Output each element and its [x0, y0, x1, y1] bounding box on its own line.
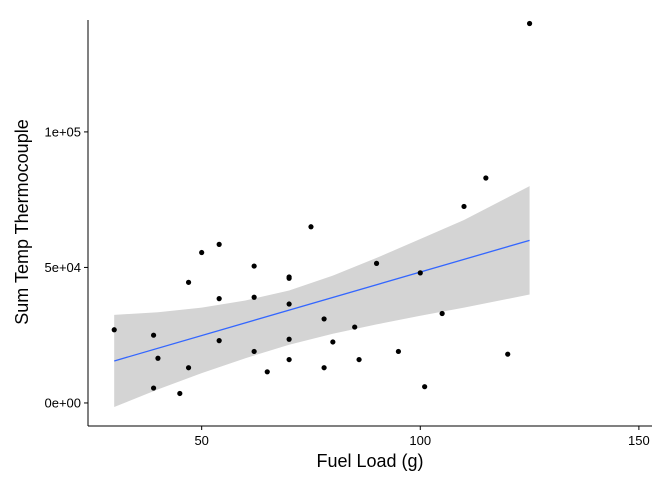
y-tick-label: 5e+04	[44, 260, 81, 275]
y-tick-label: 0e+00	[44, 395, 81, 410]
data-point	[155, 355, 161, 361]
data-point	[286, 336, 292, 342]
data-point	[286, 301, 292, 307]
data-point	[185, 279, 192, 285]
y-tick-label: 1e+05	[44, 124, 81, 139]
x-axis-title: Fuel Load (g)	[316, 451, 423, 471]
data-point	[505, 351, 511, 357]
data-point	[286, 275, 292, 281]
x-tick-label: 150	[628, 433, 650, 448]
data-point	[150, 332, 157, 338]
data-point	[177, 390, 183, 397]
data-point	[251, 348, 257, 355]
data-point	[373, 260, 380, 266]
data-point	[352, 324, 358, 330]
y-axis-title: Sum Temp Thermocouple	[12, 119, 32, 324]
data-point	[251, 263, 257, 269]
data-point	[321, 365, 327, 371]
x-tick-label: 50	[194, 433, 208, 448]
data-point	[417, 270, 423, 276]
data-point	[216, 338, 222, 344]
data-point	[150, 385, 157, 391]
data-point	[264, 369, 270, 375]
data-point	[395, 348, 402, 355]
data-point	[356, 356, 362, 363]
data-point	[422, 384, 428, 390]
data-points-layer	[111, 20, 533, 397]
data-point	[216, 296, 222, 302]
regression-line	[114, 239, 530, 362]
data-point	[330, 339, 336, 345]
data-point	[308, 224, 314, 230]
data-point	[461, 203, 467, 210]
x-tick-label: 100	[409, 433, 431, 448]
data-point	[286, 356, 292, 363]
data-point	[185, 365, 192, 371]
data-point	[251, 294, 257, 300]
data-point	[199, 249, 205, 256]
data-point	[216, 241, 222, 247]
regression-line-layer	[114, 239, 530, 362]
data-point	[321, 316, 327, 322]
axes-layer: 50 100 150 0e+00 5e+04 1e+05	[44, 20, 652, 448]
confidence-band	[114, 186, 530, 407]
data-point	[483, 175, 489, 181]
confidence-band-layer	[114, 186, 530, 407]
data-point	[111, 327, 117, 333]
data-point	[526, 20, 533, 27]
data-point	[439, 310, 445, 317]
